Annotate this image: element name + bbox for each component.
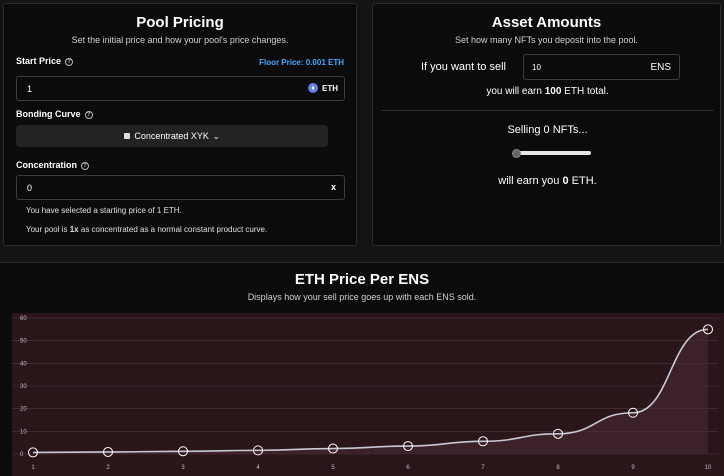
asset-amounts-title: Asset Amounts	[491, 14, 602, 31]
sell-quantity-value: 10	[532, 63, 541, 72]
partial-earnings-suffix: ETH.	[568, 175, 597, 187]
chart-series-line	[32, 328, 709, 454]
x-tick-label: 3	[181, 465, 185, 471]
x-tick-label: 9	[631, 465, 635, 471]
pool-pricing-panel: Pool Pricing Set the initial price and h…	[3, 3, 357, 246]
x-tick-label: 7	[481, 465, 485, 471]
x-tick-label: 10	[705, 465, 712, 471]
info-icon[interactable]: ?	[65, 57, 74, 66]
clear-icon[interactable]: x	[330, 182, 336, 192]
price-chart-panel: ETH Price Per ENS Displays how your sell…	[0, 262, 724, 476]
sell-unit: ENS	[650, 62, 671, 73]
currency-label: ETH	[322, 83, 338, 93]
x-tick-label: 2	[106, 465, 110, 471]
sell-quantity-input[interactable]: 10 ENS	[523, 54, 680, 80]
nft-count-slider-track[interactable]	[516, 151, 591, 155]
y-tick-label: 50	[20, 339, 27, 345]
asset-amounts-subtitle: Set how many NFTs you deposit into the p…	[454, 35, 639, 45]
concentration-note-suffix: as concentrated as a normal constant pro…	[78, 225, 268, 234]
y-tick-label: 30	[20, 384, 27, 390]
concentration-label-text: Concentration	[16, 160, 78, 170]
chart-subtitle: Displays how your sell price goes up wit…	[247, 292, 477, 302]
chart-data-point	[703, 324, 713, 335]
x-tick-label: 8	[556, 465, 560, 471]
concentration-note: Your pool is 1x as concentrated as a nor…	[26, 225, 267, 234]
concentration-label: Concentration?	[16, 160, 90, 170]
y-tick-label: 20	[20, 407, 27, 413]
x-tick-label: 4	[256, 465, 260, 471]
floor-price-text: Floor Price: 0.001 ETH	[259, 58, 344, 67]
chart-data-point	[628, 407, 638, 418]
chart-data-point	[328, 443, 338, 454]
bonding-curve-value: Concentrated XYK	[134, 131, 209, 141]
partial-earnings-text: will earn you 0 ETH.	[373, 175, 722, 187]
chart-data-point	[178, 446, 188, 457]
total-earnings-value: 100	[544, 86, 562, 97]
currency-badge: ♦ ETH	[308, 83, 338, 93]
x-tick-label: 6	[406, 465, 410, 471]
asset-amounts-panel: Asset Amounts Set how many NFTs you depo…	[372, 3, 721, 246]
ethereum-icon: ♦	[308, 83, 318, 93]
y-tick-label: 10	[20, 429, 27, 435]
info-icon[interactable]: ?	[81, 161, 90, 170]
concentration-note-multiplier: 1x	[69, 225, 79, 234]
chart-data-point	[103, 446, 113, 457]
price-chart: 0 10 20 30 40 50 60 1 2 3 4 5 6 7 8 9 10	[12, 313, 724, 476]
partial-earnings-prefix: will earn you	[498, 175, 563, 187]
start-price-input[interactable]: 1 ♦ ETH	[16, 76, 345, 101]
chart-data-point	[253, 445, 263, 456]
curve-icon	[124, 133, 131, 139]
chart-title: ETH Price Per ENS	[294, 271, 430, 288]
sell-prompt: If you want to sell	[421, 61, 506, 73]
starting-price-note: You have selected a starting price of 1 …	[26, 206, 182, 215]
chart-area-fill	[33, 329, 708, 454]
concentration-note-prefix: Your pool is	[26, 225, 70, 234]
y-tick-label: 0	[20, 452, 24, 458]
chart-data-point	[28, 447, 38, 458]
chart-data-point	[403, 441, 413, 452]
chart-data-point	[478, 436, 488, 447]
partial-earnings-value: 0	[562, 175, 569, 187]
x-tick-label: 1	[31, 465, 35, 471]
info-icon[interactable]: ?	[84, 110, 93, 119]
bonding-curve-label-text: Bonding Curve	[16, 109, 81, 119]
nft-count-slider-thumb[interactable]	[512, 149, 521, 158]
total-earnings-prefix: you will earn	[486, 86, 545, 97]
chevron-down-icon: ⌄	[212, 131, 220, 141]
total-earnings-suffix: ETH total.	[561, 86, 609, 97]
start-price-label-text: Start Price	[16, 56, 62, 66]
pool-pricing-subtitle: Set the initial price and how your pool'…	[71, 35, 289, 45]
start-price-value: 1	[27, 84, 33, 94]
bonding-curve-label: Bonding Curve?	[16, 109, 93, 119]
divider	[381, 110, 714, 111]
concentration-value: 0	[27, 183, 33, 193]
pool-pricing-title: Pool Pricing	[136, 14, 224, 31]
chart-data-point	[553, 428, 563, 439]
bonding-curve-select[interactable]: Concentrated XYK ⌄	[16, 125, 328, 147]
total-earnings-text: you will earn 100 ETH total.	[373, 86, 722, 97]
y-tick-label: 40	[20, 361, 27, 367]
start-price-label: Start Price?	[16, 56, 74, 66]
x-tick-label: 5	[331, 465, 335, 471]
y-tick-label: 60	[20, 316, 27, 322]
selling-count-text: Selling 0 NFTs...	[507, 124, 588, 136]
concentration-input[interactable]: 0 x	[16, 175, 345, 200]
